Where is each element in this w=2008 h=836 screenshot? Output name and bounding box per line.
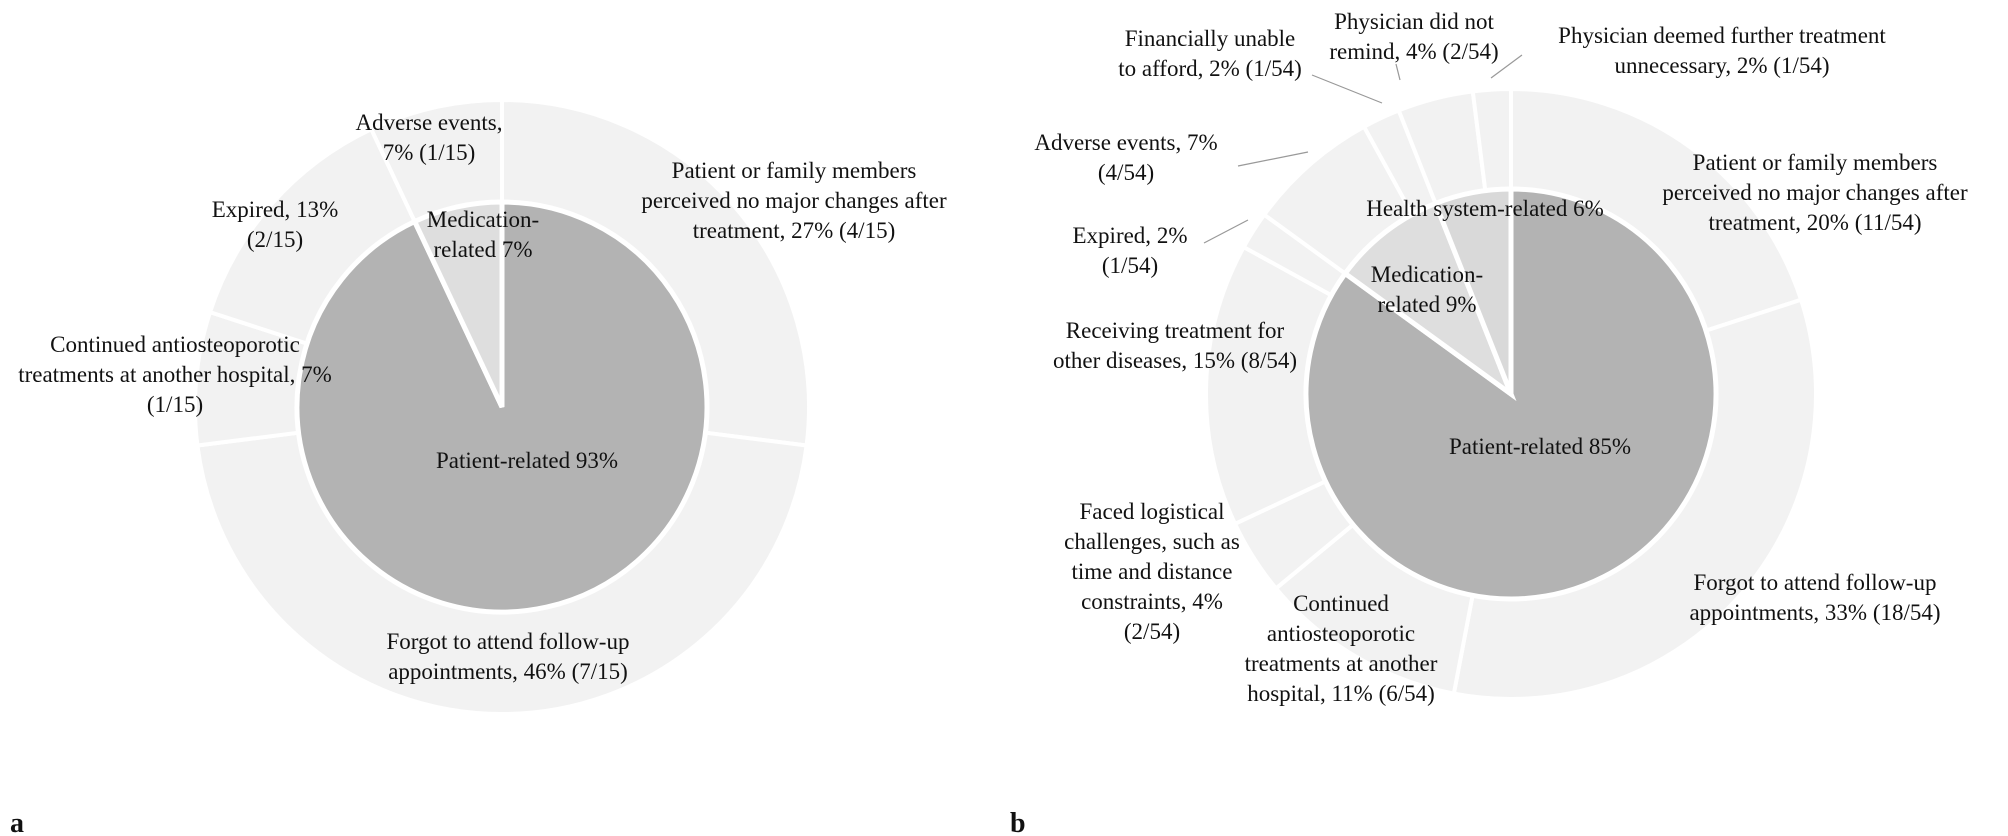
label-text: 6% (1573, 196, 1604, 221)
outer-label: Patient or family members perceived no m… (1660, 148, 1970, 238)
leader-line (1311, 74, 1383, 104)
outer-label: Expired, 13% (2/15) (200, 195, 350, 255)
label-text: Physician deemed further treatment unnec… (1558, 23, 1886, 78)
label-text: Patient-related (1448, 434, 1584, 459)
outer-label: Receiving treatment for other diseases, … (1050, 316, 1300, 376)
inner-label: Medication-related 7% (418, 205, 548, 265)
label-text: Patient-related (435, 448, 571, 473)
label-text: 2% (1/54) (1101, 223, 1188, 278)
label-text: Patient or family members perceived no m… (641, 158, 947, 243)
inner-label: Patient-related 93% (427, 446, 627, 476)
outer-label: Financially unable to afford, 2% (1/54) (1115, 24, 1305, 84)
label-text: 20% (11/54) (1806, 210, 1922, 235)
label-text: 85% (1588, 434, 1632, 459)
outer-label: Physician deemed further treatment unnec… (1517, 21, 1927, 81)
label-text: Receiving treatment for other diseases, (1052, 318, 1285, 373)
leader-line (1237, 151, 1309, 167)
leader-line (1395, 63, 1401, 81)
label-text: Continued antiosteoporotic treatments at… (18, 332, 300, 387)
inner-slice (1432, 186, 1514, 395)
label-text: 15% (8/54) (1192, 348, 1297, 373)
label-text: 13% (2/15) (246, 197, 339, 252)
label-text: Physician did not remind, (1329, 9, 1494, 64)
label-text: Adverse events, (1034, 130, 1182, 155)
inner-label: Medication-related 9% (1362, 260, 1492, 320)
label-text: 4% (2/54) (1123, 589, 1223, 644)
outer-label: Forgot to attend follow-up appointments,… (1665, 568, 1965, 628)
label-text: 11% (6/54) (1331, 681, 1435, 706)
outer-label: Physician did not remind, 4% (2/54) (1329, 7, 1499, 67)
label-text: Faced logistical challenges, such as tim… (1064, 499, 1240, 614)
leader-line (1203, 219, 1249, 244)
leader-line (1490, 54, 1523, 79)
label-text: 27% (4/15) (791, 218, 896, 243)
label-text: 7% (4/54) (1097, 130, 1218, 185)
label-text: 46% (7/15) (523, 659, 628, 684)
label-text: 2% (1/54) (1209, 56, 1302, 81)
outer-label: Continued antiosteoporotic treatments at… (1226, 589, 1456, 709)
outer-label: Faced logistical challenges, such as tim… (1052, 497, 1252, 647)
label-text: 33% (18/54) (1824, 600, 1941, 625)
label-text: b (1010, 808, 1026, 836)
outer-label: Continued antiosteoporotic treatments at… (10, 330, 340, 420)
outer-label: Adverse events, 7% (4/54) (1021, 128, 1231, 188)
panel-label: b (1010, 808, 1026, 836)
outer-label: Expired, 2% (1/54) (1065, 221, 1195, 281)
panel-label: a (10, 808, 24, 836)
inner-slice (1341, 200, 1517, 402)
inner-slice (411, 199, 505, 409)
label-text: 7% (1/15) (146, 362, 332, 417)
label-text: Medication-related (1370, 262, 1484, 317)
label-text: Medication-related (426, 207, 540, 262)
label-text: 4% (2/54) (1406, 39, 1499, 64)
label-text: Adverse events, (355, 110, 503, 135)
label-text: 7% (1/15) (382, 140, 476, 165)
label-text: Health system-related (1366, 196, 1568, 221)
label-text: a (10, 808, 24, 836)
label-text: Forgot to attend follow-up appointments, (1689, 570, 1937, 625)
label-text: Financially unable to afford, (1118, 26, 1296, 81)
label-text: 2% (1/54) (1736, 53, 1830, 78)
label-text: 7% (501, 237, 533, 262)
label-text: Expired, (1072, 223, 1152, 248)
outer-label: Adverse events, 7% (1/15) (349, 108, 509, 168)
label-text: Patient or family members perceived no m… (1662, 150, 1968, 235)
inner-label: Patient-related 85% (1440, 432, 1640, 462)
label-text: Expired, (211, 197, 291, 222)
inner-label: Health system-related 6% (1365, 194, 1605, 224)
label-text: 9% (1445, 292, 1477, 317)
outer-label: Forgot to attend follow-up appointments,… (358, 627, 658, 687)
label-text: Forgot to attend follow-up appointments, (386, 629, 630, 684)
label-text: Continued antiosteoporotic treatments at… (1244, 591, 1438, 706)
label-text: 93% (575, 448, 619, 473)
outer-label: Patient or family members perceived no m… (639, 156, 949, 246)
